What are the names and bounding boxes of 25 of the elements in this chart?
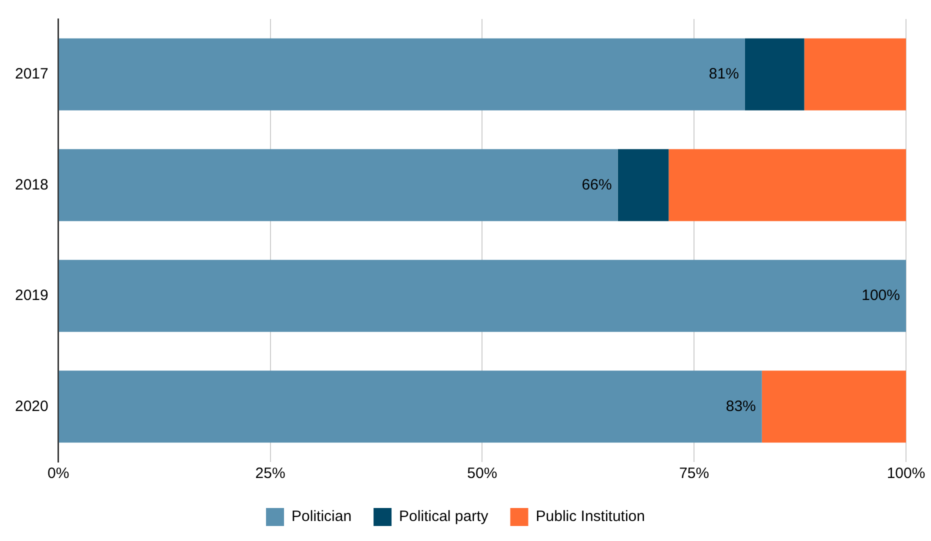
bar: [58, 149, 618, 222]
bar: [58, 370, 762, 443]
y-tick-label: 2017: [14, 66, 48, 83]
data-label: 83%: [726, 398, 756, 415]
bar: [762, 370, 906, 443]
x-tick-label: 25%: [255, 465, 286, 482]
legend-label: Public Institution: [536, 508, 645, 526]
x-tick-label: 100%: [886, 465, 926, 482]
y-tick-label: 2020: [14, 398, 48, 415]
bar: [58, 260, 906, 332]
x-tick-label: 0%: [48, 465, 70, 482]
data-label: 66%: [582, 176, 612, 194]
y-tick-label: 2018: [14, 176, 48, 194]
data-label: 81%: [708, 66, 739, 83]
legend-label: Political party: [399, 508, 489, 526]
bar: [58, 38, 745, 110]
x-tick-label: 75%: [679, 465, 710, 482]
bar: [668, 149, 906, 222]
x-tick-label: 50%: [467, 465, 498, 482]
data-label: 100%: [862, 287, 900, 304]
bar: [618, 149, 669, 222]
y-tick-label: 2019: [14, 287, 48, 304]
legend-label: Politician: [292, 508, 352, 526]
bar: [804, 38, 906, 110]
bar: [744, 38, 804, 110]
